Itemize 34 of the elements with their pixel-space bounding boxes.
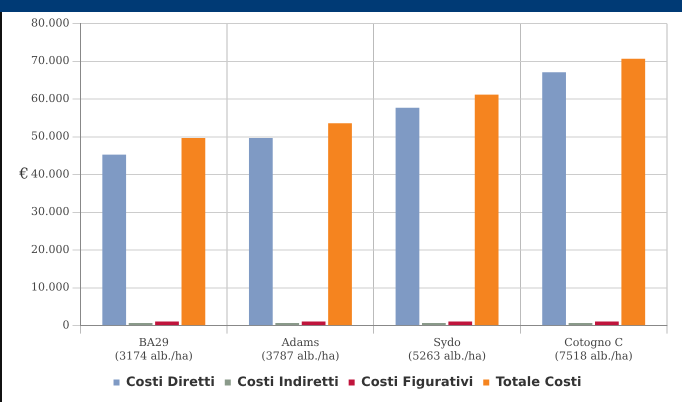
bar [474,94,499,326]
y-axis-title: € [18,164,29,182]
y-tick-label: 20.000 [30,242,70,256]
y-tick-label: 30.000 [30,205,70,218]
y-tick-label: 10.000 [30,280,70,294]
bar [182,138,206,326]
y-tick-label: 50.000 [30,130,70,143]
y-tick-label: 70.000 [30,54,70,68]
bar [422,322,446,326]
bar [595,321,619,326]
y-tick-label: 80.000 [30,16,70,30]
bar [396,108,420,326]
x-tick-label: Sydo (5263 alb./ha) [408,336,486,362]
bar [302,321,326,326]
legend-label: Totale Costi [496,374,582,390]
x-tick-label: BA29 (3174 alb./ha) [114,336,193,362]
y-tick-label: 60.000 [30,92,70,105]
bar [128,322,152,326]
bar [568,322,592,326]
bar [448,321,472,326]
bar [248,138,273,326]
x-tick-label: Adams (3787 alb./ha) [261,336,340,362]
bar [275,322,300,326]
bar [155,321,179,326]
bar [542,72,566,326]
legend-label: Costi Indiretti [237,374,339,390]
legend-label: Costi Diretti [126,374,215,390]
bar [102,154,126,326]
y-tick-label: 40.000 [30,167,70,180]
bar [621,58,646,326]
legend-label: Costi Figurativi [361,374,474,390]
y-tick-label: 0 [62,318,70,332]
x-tick-label: Cotogno C (7518 alb./ha) [554,336,633,362]
bar [328,123,352,326]
